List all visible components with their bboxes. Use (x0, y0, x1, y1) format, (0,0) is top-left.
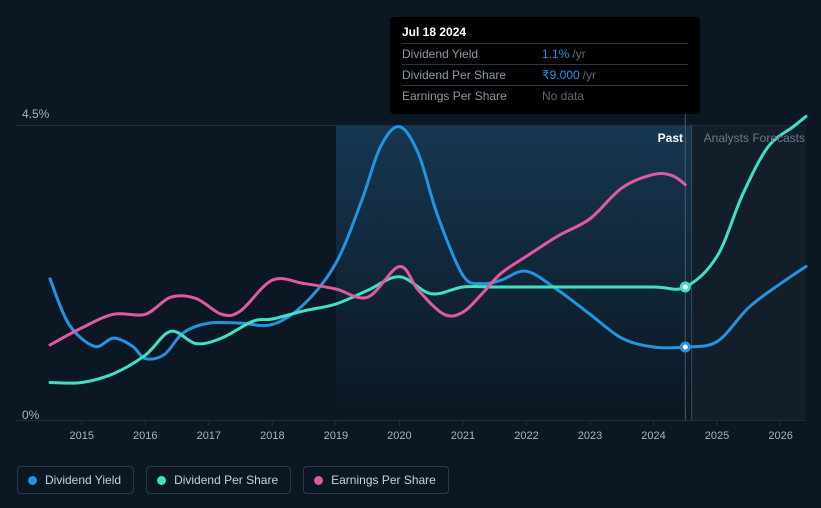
x-axis-label: 2025 (705, 430, 729, 442)
tooltip-row-value: 1.1%/yr (542, 47, 586, 61)
legend: Dividend Yield Dividend Per Share Earnings… (17, 466, 449, 494)
tooltip-row: Earnings Per ShareNo data (402, 85, 688, 106)
x-axis-label: 2024 (641, 430, 665, 442)
period-label-past: Past (658, 131, 683, 145)
legend-dot-icon (314, 476, 323, 485)
x-axis-label: 2016 (133, 430, 157, 442)
legend-item-label: Dividend Yield (45, 473, 121, 487)
legend-dot-icon (28, 476, 37, 485)
x-axis-label: 2019 (324, 430, 348, 442)
tooltip-row-value: No data (542, 89, 584, 103)
x-axis-label: 2018 (260, 430, 284, 442)
tooltip-row-value: ₹9.000/yr (542, 68, 596, 82)
chart-container: Jul 18 2024 Dividend Yield1.1%/yrDividen… (0, 0, 821, 508)
x-axis-label: 2017 (197, 430, 221, 442)
x-axis-label: 2023 (578, 430, 602, 442)
tooltip-row-label: Dividend Yield (402, 47, 542, 61)
tooltip-row: Dividend Yield1.1%/yr (402, 43, 688, 64)
legend-item[interactable]: Dividend Yield (17, 466, 134, 494)
x-axis-label: 2015 (70, 430, 94, 442)
legend-item[interactable]: Dividend Per Share (146, 466, 291, 494)
period-label-forecast: Analysts Forecasts (704, 131, 805, 145)
legend-item-label: Dividend Per Share (174, 473, 278, 487)
y-axis-label: 0% (22, 408, 39, 422)
y-axis-label: 4.5% (22, 107, 49, 121)
tooltip-row: Dividend Per Share₹9.000/yr (402, 64, 688, 85)
legend-item-label: Earnings Per Share (331, 473, 436, 487)
legend-item[interactable]: Earnings Per Share (303, 466, 449, 494)
legend-dot-icon (157, 476, 166, 485)
x-axis-label: 2022 (514, 430, 538, 442)
tooltip-row-unit: /yr (583, 68, 596, 82)
x-axis-label: 2026 (768, 430, 792, 442)
tooltip-date: Jul 18 2024 (402, 25, 688, 39)
tooltip-row-unit: /yr (572, 47, 585, 61)
x-axis-label: 2021 (451, 430, 475, 442)
x-axis-label: 2020 (387, 430, 411, 442)
tooltip-row-label: Dividend Per Share (402, 68, 542, 82)
tooltip: Jul 18 2024 Dividend Yield1.1%/yrDividen… (390, 17, 700, 114)
tooltip-row-label: Earnings Per Share (402, 89, 542, 103)
